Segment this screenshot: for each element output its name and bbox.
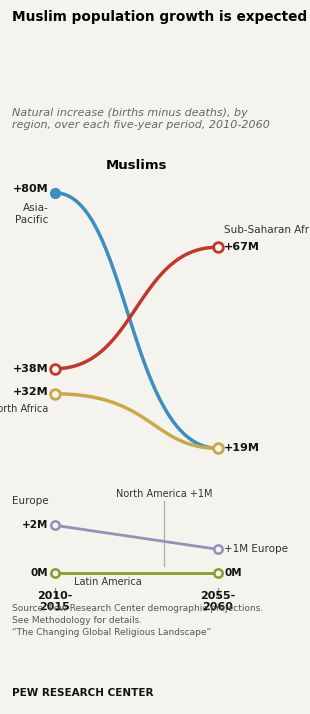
Text: North America +1M: North America +1M: [116, 489, 212, 499]
Text: +38M: +38M: [13, 363, 48, 373]
Text: Natural increase (births minus deaths), by
region, over each five-year period, 2: Natural increase (births minus deaths), …: [12, 108, 270, 130]
Text: Middle East-North Africa: Middle East-North Africa: [0, 404, 48, 414]
Text: Asia-
Pacific: Asia- Pacific: [15, 203, 48, 225]
Text: PEW RESEARCH CENTER: PEW RESEARCH CENTER: [12, 688, 154, 698]
Text: +1M Europe: +1M Europe: [224, 544, 288, 554]
Text: +67M: +67M: [224, 242, 260, 252]
Text: +32M: +32M: [13, 387, 48, 397]
Text: +2M: +2M: [22, 521, 48, 531]
Text: +19M: +19M: [224, 443, 260, 453]
Text: Muslims: Muslims: [105, 159, 167, 172]
Text: Sub-Saharan Africa: Sub-Saharan Africa: [224, 225, 310, 235]
Text: Latin America: Latin America: [74, 577, 142, 587]
Text: +80M: +80M: [13, 183, 48, 193]
Text: 2055-
2060: 2055- 2060: [200, 591, 235, 612]
Text: Source: Pew Research Center demographic projections.
See Methodology for details: Source: Pew Research Center demographic …: [12, 604, 263, 637]
Text: 2010-
2015: 2010- 2015: [37, 591, 73, 612]
Text: 0M: 0M: [224, 568, 241, 578]
Text: 0M: 0M: [31, 568, 48, 578]
Text: Muslim population growth is expected to slow down in Asia-Pacific and speed up i: Muslim population growth is expected to …: [12, 10, 310, 24]
Text: Europe: Europe: [12, 496, 48, 506]
